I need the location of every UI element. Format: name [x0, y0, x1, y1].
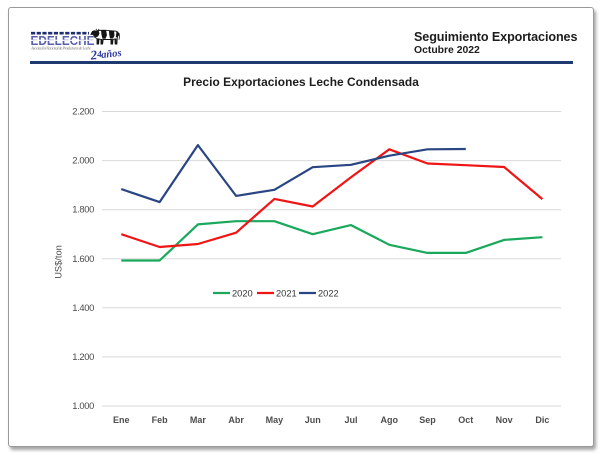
- svg-text:2020: 2020: [232, 289, 253, 299]
- svg-text:Dic: Dic: [535, 415, 549, 425]
- svg-text:Asociación Nacional de Product: Asociación Nacional de Productores de Le…: [30, 46, 91, 51]
- svg-text:Ene: Ene: [113, 415, 130, 425]
- svg-text:2: 2: [89, 47, 99, 63]
- svg-text:2022: 2022: [318, 289, 339, 299]
- svg-text:Oct: Oct: [458, 415, 473, 425]
- svg-text:2.000: 2.000: [72, 155, 94, 166]
- svg-text:Jul: Jul: [344, 415, 357, 425]
- svg-text:Feb: Feb: [152, 415, 169, 425]
- svg-text:May: May: [266, 415, 284, 425]
- svg-text:EDELECHE: EDELECHE: [31, 34, 95, 48]
- svg-text:2021: 2021: [276, 289, 297, 299]
- svg-text:1.600: 1.600: [72, 253, 94, 264]
- svg-text:Sep: Sep: [419, 415, 436, 425]
- svg-text:Ago: Ago: [381, 415, 399, 425]
- svg-text:1.400: 1.400: [72, 302, 94, 313]
- svg-text:1.800: 1.800: [72, 204, 94, 215]
- svg-text:2.200: 2.200: [72, 106, 94, 117]
- svg-text:Nov: Nov: [496, 415, 513, 425]
- svg-text:años: años: [101, 48, 122, 61]
- svg-text:1.000: 1.000: [72, 400, 94, 411]
- svg-text:Mar: Mar: [190, 415, 207, 425]
- svg-text:US$/ton: US$/ton: [53, 245, 63, 279]
- svg-text:1.200: 1.200: [72, 351, 94, 362]
- svg-text:Abr: Abr: [228, 415, 244, 425]
- svg-text:Jun: Jun: [305, 415, 321, 425]
- svg-text:4: 4: [96, 50, 103, 61]
